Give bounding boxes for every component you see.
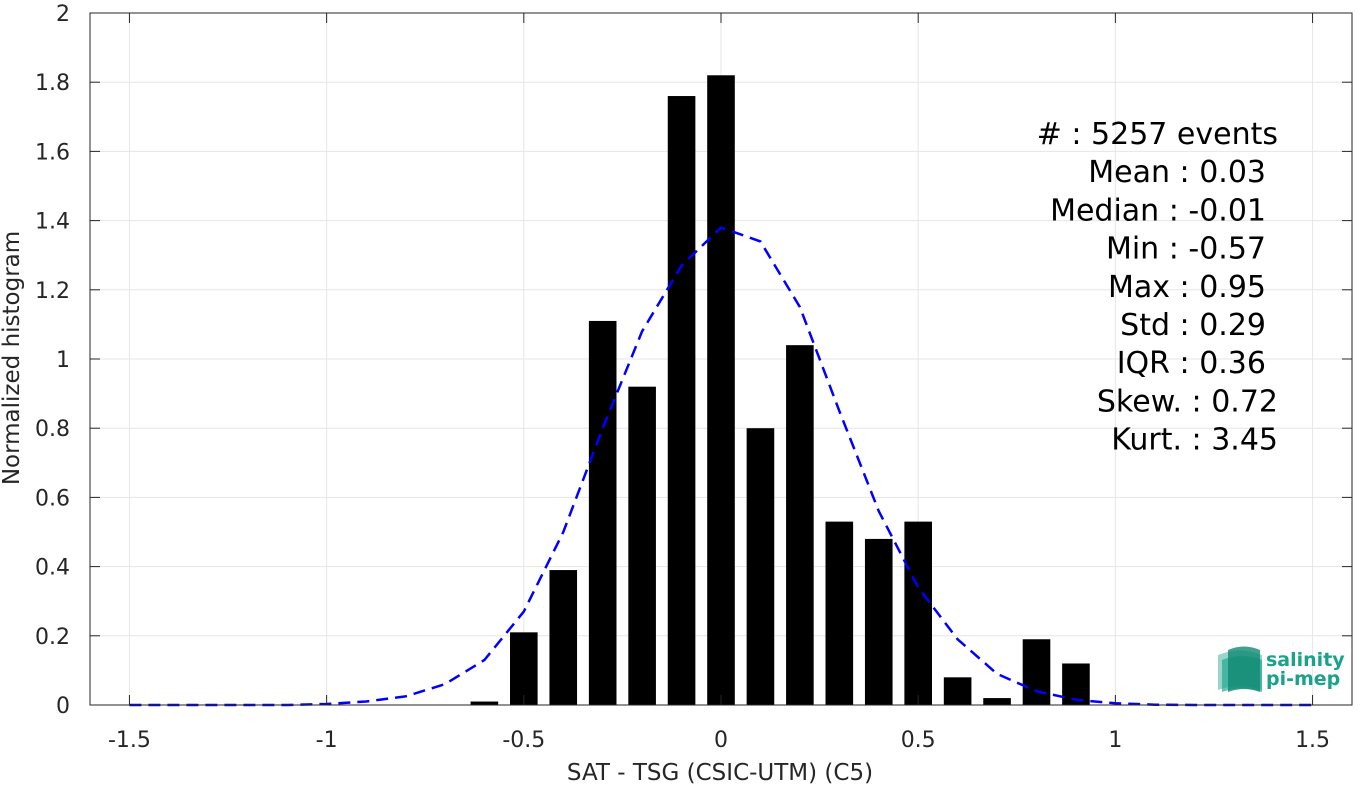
- logo-icon: [1218, 646, 1262, 692]
- bar-3: [588, 320, 617, 705]
- bar-4: [628, 386, 656, 705]
- y-tick-label-5: 1: [56, 348, 70, 373]
- y-tick-label-4: 0.8: [35, 417, 70, 442]
- y-axis-label: Normalized histogram: [0, 231, 25, 485]
- bar-6: [707, 75, 735, 705]
- bar-8: [786, 345, 814, 705]
- bar-12: [943, 677, 972, 705]
- x-axis-label: SAT - TSG (CSIC-UTM) (C5): [567, 760, 873, 785]
- y-tick-label-3: 0.6: [35, 486, 70, 511]
- bar-7: [746, 428, 775, 705]
- y-tick-label-2: 0.4: [35, 556, 70, 581]
- logo-line2: pi-mep: [1266, 668, 1340, 690]
- bar-10: [864, 538, 893, 705]
- stat-line-1: Mean : 0.03: [1088, 155, 1266, 190]
- y-tick-labels: 0 0.2 0.4 0.6 0.8 1 1.2 1.4 1.6 1.8 2: [35, 2, 70, 719]
- bar-0: [470, 701, 499, 705]
- y-tick-label-6: 1.2: [35, 279, 70, 304]
- x-tick-label-6: 1.5: [1295, 728, 1330, 753]
- x-tick-label-1: -1: [316, 728, 338, 753]
- x-tick-labels: -1.5 -1 -0.5 0 0.5 1 1.5: [108, 728, 1330, 753]
- bar-15: [1062, 663, 1090, 705]
- bar-2: [549, 570, 578, 705]
- bar-14: [1022, 639, 1051, 705]
- x-tick-label-4: 0.5: [901, 728, 936, 753]
- stat-line-3: Min : -0.57: [1106, 232, 1266, 267]
- stat-line-6: IQR : 0.36: [1117, 346, 1266, 381]
- y-tick-label-0: 0: [56, 694, 70, 719]
- ticks: [90, 12, 1352, 706]
- stat-line-8: Kurt. : 3.45: [1111, 423, 1278, 458]
- x-tick-label-2: -0.5: [502, 728, 545, 753]
- bar-9: [825, 521, 854, 705]
- bar-13: [983, 698, 1011, 705]
- logo-line1: salinity: [1266, 649, 1345, 671]
- y-tick-label-8: 1.6: [35, 140, 70, 165]
- salinity-pi-mep-logo: salinity pi-mep: [1218, 646, 1345, 692]
- stat-line-2: Median : -0.01: [1050, 193, 1266, 228]
- stat-line-4: Max : 0.95: [1108, 270, 1266, 305]
- stat-line-0: # : 5257 events: [1037, 117, 1278, 152]
- x-tick-label-0: -1.5: [108, 728, 151, 753]
- y-tick-label-1: 0.2: [35, 625, 70, 650]
- x-tick-label-3: 0: [714, 728, 728, 753]
- bar-1: [510, 632, 538, 705]
- y-tick-label-7: 1.4: [35, 210, 70, 235]
- bar-11: [904, 521, 932, 705]
- stat-line-7: Skew. : 0.72: [1097, 384, 1278, 419]
- bar-5: [667, 96, 696, 706]
- stat-line-5: Std : 0.29: [1120, 308, 1266, 343]
- x-tick-label-5: 1: [1108, 728, 1122, 753]
- y-tick-label-9: 1.8: [35, 71, 70, 96]
- bars: [470, 75, 1090, 706]
- y-tick-label-10: 2: [56, 2, 70, 27]
